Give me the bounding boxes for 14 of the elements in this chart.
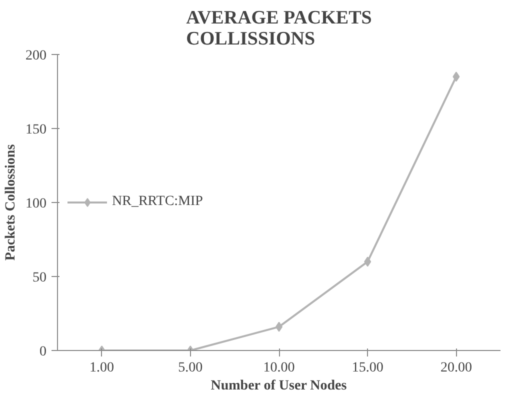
chart-title: AVERAGE PACKETS COLLISSIONS [186,8,372,50]
legend-label: NR_RRTC:MIP [112,194,203,210]
x-tick-label: 20.00 [440,360,472,376]
y-tick-label: 50 [32,270,46,286]
y-axis-title: Packets Collossions [4,144,18,261]
y-tick-label: 200 [26,48,46,64]
y-tick-label: 150 [26,122,46,138]
x-tick-label: 1.00 [90,360,114,376]
y-tick-label: 100 [26,196,46,212]
y-tick-label: 0 [40,344,46,360]
x-tick-label: 5.00 [178,360,203,376]
x-axis-title: Number of User Nodes [210,378,348,394]
x-tick-label: 10.00 [263,360,295,376]
x-tick-label: 15.00 [352,360,384,376]
